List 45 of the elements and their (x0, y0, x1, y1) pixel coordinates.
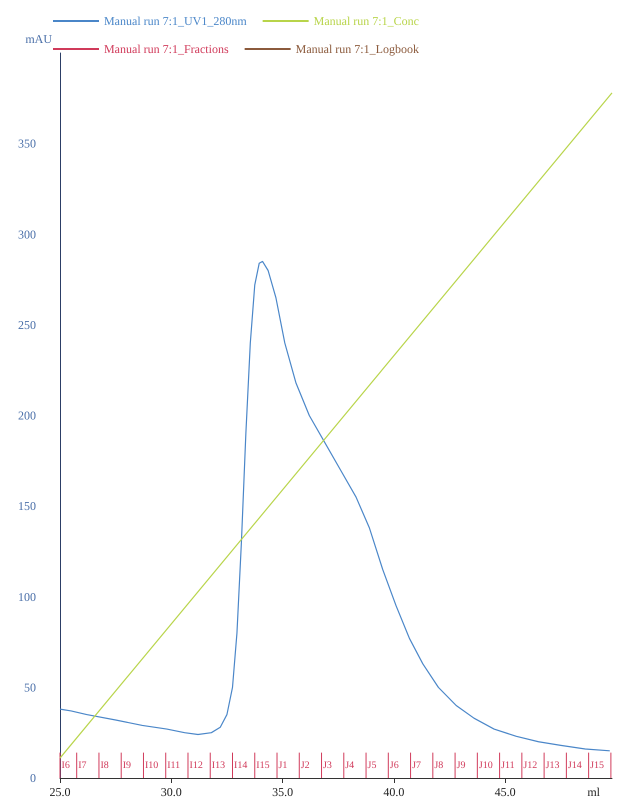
y-tick-label: 150 (18, 499, 36, 514)
data-label: J11 (501, 760, 515, 771)
data-label: J4 (345, 760, 354, 771)
legend-label: Manual run 7:1_Logbook (296, 42, 419, 56)
data-label: I10 (144, 760, 158, 771)
data-label: J2 (300, 760, 310, 771)
data-label: J8 (434, 760, 444, 771)
data-label: I14 (234, 760, 248, 771)
data-label: J13 (546, 760, 560, 771)
y-tick-label: 300 (18, 227, 36, 242)
x-tick-label: 40.0 (383, 785, 404, 799)
legend-label: Manual run 7:1_Fractions (104, 42, 229, 56)
data-label: J12 (523, 760, 538, 771)
data-label: I6 (62, 760, 70, 771)
data-label: J14 (568, 760, 582, 771)
data-label: I8 (100, 760, 109, 771)
legend-label: Manual run 7:1_UV1_280nm (104, 14, 248, 28)
x-tick-label: 25.0 (50, 785, 70, 799)
y-tick-label: 250 (18, 318, 36, 332)
data-label: J6 (390, 760, 399, 771)
y-tick-label: 350 (18, 136, 36, 151)
data-label: I13 (212, 760, 226, 771)
y-tick-label: 100 (18, 590, 36, 604)
data-label: I15 (256, 760, 270, 771)
data-label: J10 (478, 760, 493, 771)
x-tick-label: 45.0 (494, 785, 516, 799)
data-label: J9 (456, 760, 466, 771)
y-tick-label: 0 (30, 771, 36, 785)
data-label: J3 (323, 760, 332, 771)
data-label: J5 (368, 760, 376, 771)
data-label: J15 (590, 760, 604, 771)
data-label: J7 (412, 760, 421, 771)
y-tick-label: 200 (18, 408, 36, 422)
line-series (59, 260, 610, 752)
data-label: I7 (78, 760, 87, 771)
data-label: I12 (189, 760, 203, 771)
legend-label: Manual run 7:1_Conc (314, 14, 419, 28)
data-label: I11 (167, 760, 180, 771)
x-axis-title: ml (587, 785, 601, 799)
x-tick-label: 30.0 (160, 785, 182, 799)
x-tick-label: 35.0 (272, 785, 294, 799)
data-label: J1 (278, 760, 288, 771)
y-axis-title: mAU (25, 32, 52, 46)
y-tick-label: 50 (24, 680, 36, 694)
data-label: I9 (122, 760, 132, 771)
